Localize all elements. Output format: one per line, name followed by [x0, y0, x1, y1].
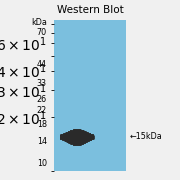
Text: Western Blot: Western Blot: [57, 5, 123, 15]
Text: 26: 26: [37, 95, 47, 104]
Text: 18: 18: [37, 120, 47, 129]
Text: 70: 70: [37, 28, 47, 37]
Text: 14: 14: [37, 137, 47, 146]
Text: ←15kDa: ←15kDa: [130, 132, 162, 141]
Text: 33: 33: [37, 79, 47, 88]
Text: kDa: kDa: [31, 18, 47, 27]
Text: 44: 44: [37, 60, 47, 69]
Text: 10: 10: [37, 159, 47, 168]
Text: 22: 22: [37, 106, 47, 115]
